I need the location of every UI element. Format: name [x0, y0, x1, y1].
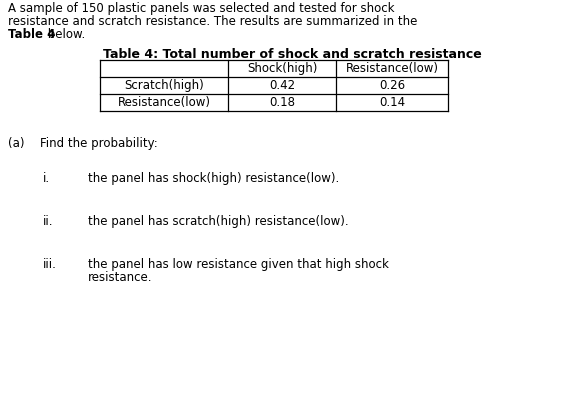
Text: Table 4: Table 4 [8, 28, 55, 41]
Text: i.: i. [43, 172, 50, 185]
Text: the panel has shock(high) resistance(low).: the panel has shock(high) resistance(low… [88, 172, 339, 185]
Text: resistance.: resistance. [88, 271, 152, 284]
Text: Resistance(low): Resistance(low) [346, 62, 439, 75]
Text: the panel has low resistance given that high shock: the panel has low resistance given that … [88, 258, 389, 271]
Text: iii.: iii. [43, 258, 57, 271]
Text: 0.14: 0.14 [379, 96, 405, 109]
Text: 0.42: 0.42 [269, 79, 295, 92]
Text: (a): (a) [8, 137, 25, 150]
Text: Shock(high): Shock(high) [247, 62, 317, 75]
Text: the panel has scratch(high) resistance(low).: the panel has scratch(high) resistance(l… [88, 215, 349, 228]
Text: Find the probability:: Find the probability: [40, 137, 158, 150]
Text: 0.18: 0.18 [269, 96, 295, 109]
Text: Table 4: Total number of shock and scratch resistance: Table 4: Total number of shock and scrat… [103, 48, 481, 61]
Text: A sample of 150 plastic panels was selected and tested for shock: A sample of 150 plastic panels was selec… [8, 2, 395, 15]
Text: 0.26: 0.26 [379, 79, 405, 92]
Text: resistance and scratch resistance. The results are summarized in the: resistance and scratch resistance. The r… [8, 15, 418, 28]
Text: below.: below. [44, 28, 85, 41]
Text: ii.: ii. [43, 215, 54, 228]
Text: Scratch(high): Scratch(high) [124, 79, 204, 92]
Text: Resistance(low): Resistance(low) [117, 96, 210, 109]
